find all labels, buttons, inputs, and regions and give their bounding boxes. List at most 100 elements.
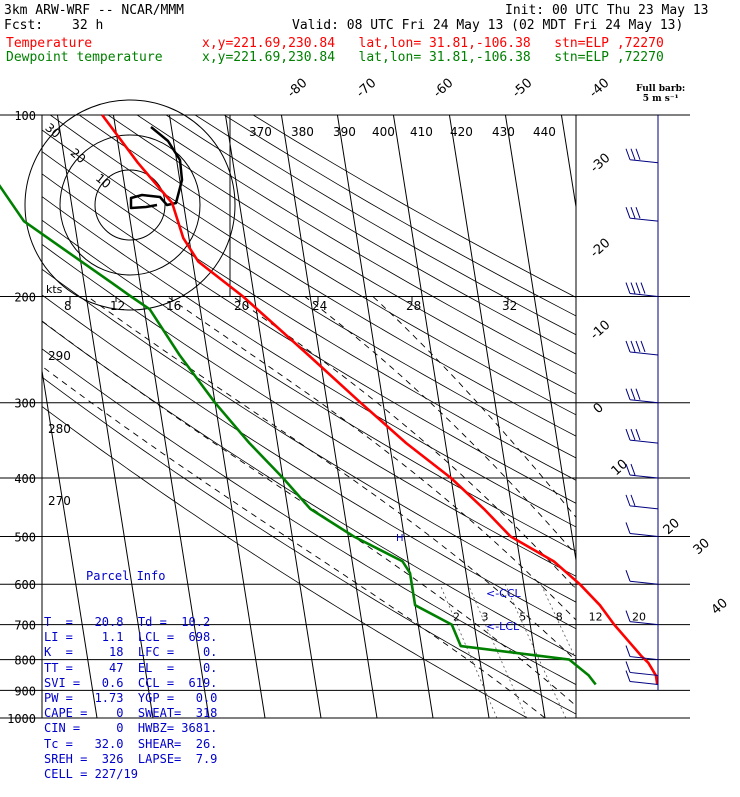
hodograph-ring-label: 20 [68,146,89,167]
isotherm-label: -30 [588,151,614,176]
speed-tick-label: 20 [234,299,249,313]
mixing-ratio-line [616,584,684,718]
parcel-info-row: TT = 47 EL = 0. [44,660,218,675]
dry-adiabat [50,115,576,437]
wind-barb [625,148,659,164]
wind-barb-shape [625,340,659,356]
plot-area [42,115,684,718]
dry-adiabat [42,243,576,577]
isotherm-label: 40 [709,596,731,618]
theta-label: 270 [48,494,71,508]
isotherm-label: 30 [691,536,713,558]
parcel-info-row: CELL = 227/19 [44,767,138,782]
dry-adiabat [78,115,576,416]
pressure-tick-label: 900 [14,684,36,698]
parcel-info-row: SVI = 0.6 CCL = 619. [44,675,218,690]
wind-barb-shape [625,428,659,444]
isotherm-line [392,115,490,718]
theta-label: 430 [492,125,515,139]
dry-adiabat [223,115,576,317]
theta-label: 380 [291,125,314,139]
dry-adiabat [42,294,576,630]
mixing-ratio-label: 3 [482,611,489,624]
theta-label: 370 [249,125,272,139]
parcel-info-row: Tc = 32.0 SHEAR= 26. [44,736,218,751]
temperature-legend: Temperature [6,36,93,51]
wind-barb-shape [625,463,659,479]
theta-label: 280 [48,422,71,436]
hodograph [24,99,509,311]
speed-tick-label: 24 [312,299,327,313]
wind-barb [625,610,659,626]
moist-adiabat [372,296,576,519]
wind-barb [625,463,659,479]
parcel-info-row: CAPE = 0 SWEAT= 318 [44,706,218,721]
hodograph-ring [59,134,201,276]
parcel-info-row: SREH = 326 LAPSE= 7.9 [44,751,218,766]
mixing-ratio-label: 20 [632,611,646,624]
fcst-value: 32 h [72,18,104,33]
isotherm-label: -50 [510,76,536,101]
lcl-marker: <-LCL [486,620,520,633]
isotherm-line [112,115,210,718]
parcel-info-row: K = 18 LFC = 0. [44,645,218,660]
wind-barb-shape [625,661,659,676]
mixing-ratio-line [467,584,527,718]
mixing-ratio-label: 8 [556,611,563,624]
speed-tick-label: 28 [406,299,421,313]
parcel-info-row: T = 20.8 Td = 10.2 [44,615,211,630]
hodograph-ring [94,169,166,241]
speed-tick-label: 12 [110,299,125,313]
parcel-info-title: Parcel Info [86,569,166,584]
dewpoint-profile [0,184,597,686]
barb-legend-line1: Full barb: [636,84,686,94]
wind-barb [625,207,659,222]
hodograph-trace [129,126,184,210]
wind-barb-shape [625,522,659,537]
ccl-marker: <-CCL [486,587,522,600]
wind-barb-shape [625,494,659,510]
plot-border [41,114,577,719]
isotherm-label: -60 [431,76,457,101]
moist-adiabat [304,296,576,556]
wind-barb [625,570,659,585]
speed-tick-label: 16 [166,299,181,313]
pressure-tick-label: 400 [14,472,36,486]
moist-adiabat [232,296,576,590]
dry-adiabat [42,268,576,603]
theta-label: 400 [372,125,395,139]
wind-barb [625,282,659,298]
dry-adiabat [42,151,576,481]
theta-label: 410 [410,125,433,139]
wind-barb-shape [625,388,659,404]
isotherm-line [42,367,98,718]
mixing-ratio-label: 12 [589,611,603,624]
parcel-info-rows: T = 20.8 Td = 10.2 LI = 1.1 LCL = 698. K =… [44,615,230,782]
pressure-tick-label: 700 [14,619,36,633]
isotherm-line [56,115,154,718]
dry-adiabat [42,376,576,715]
pressure-tick-label: 300 [14,397,36,411]
barb-legend: Full barb: 5 m s⁻¹ [636,84,685,104]
pressure-tick-label: 800 [14,654,36,668]
dry-adiabat [42,406,528,718]
fcst-label: Fcst: [4,18,44,33]
mixing-ratio-label: 5 [519,611,526,624]
init-time: Init: 00 UTC Thu 23 May 13 [505,3,709,18]
isotherm-label: -40 [587,76,613,101]
pressure-tick-label: 600 [14,578,36,592]
isotherm-line [224,115,322,718]
hodograph-axis-label: kts [46,283,63,296]
theta-label: 390 [333,125,356,139]
dry-adiabat [42,348,576,686]
wind-barb [625,340,659,356]
dry-adiabat [42,173,576,504]
mixing-ratio-line [504,584,567,718]
mixing-ratio-line [540,584,576,661]
skewt-diagram: 100 200 300 400 500 600 700 800 900 1000 2 3 5 8 12 20 -… [0,76,731,726]
dry-adiabat [42,129,576,459]
pressure-tick-label: 500 [14,530,36,544]
temperature-profile [101,114,659,685]
moist-adiabat [166,296,576,621]
mixing-ratio-line [439,584,498,718]
